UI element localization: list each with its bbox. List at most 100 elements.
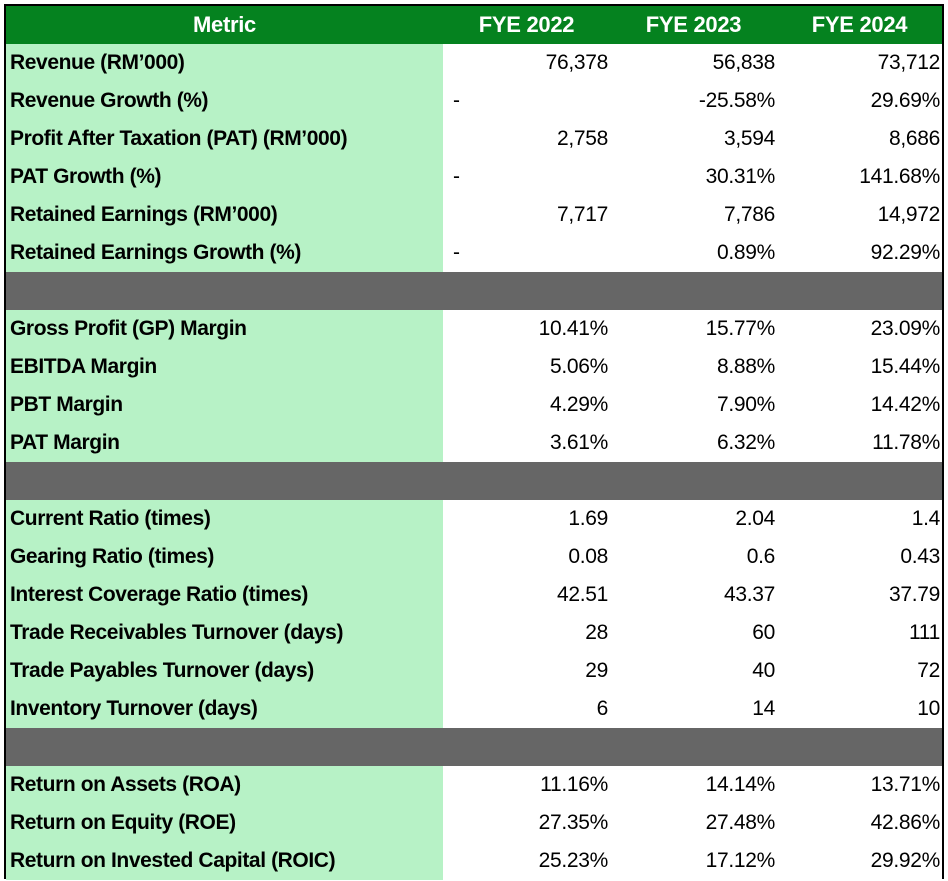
financial-metrics-table-container: Metric FYE 2022 FYE 2023 FYE 2024 Revenu… bbox=[4, 4, 944, 880]
metric-label: Trade Receivables Turnover (days) bbox=[6, 614, 443, 652]
value-cell-fye-2024: 14.42% bbox=[777, 386, 942, 424]
metric-label: Interest Coverage Ratio (times) bbox=[6, 576, 443, 614]
table-row: Retained Earnings Growth (%) -0.89% 92.29% bbox=[6, 234, 942, 272]
table-row: Return on Invested Capital (ROIC) 25.23% 1… bbox=[6, 842, 942, 880]
value-cell-fye-2023: 8.88% bbox=[610, 348, 777, 386]
value-cell-fye-2024: 29.69% bbox=[777, 82, 942, 120]
financial-metrics-table: Metric FYE 2022 FYE 2023 FYE 2024 Revenu… bbox=[6, 6, 942, 880]
value-cell-fye-2023: 15.77% bbox=[610, 310, 777, 348]
metric-label: Current Ratio (times) bbox=[6, 500, 443, 538]
value-cell-fye-2024: 15.44% bbox=[777, 348, 942, 386]
value-cell-fye-2024: 1.4 bbox=[777, 500, 942, 538]
value-cell-fye-2024: 29.92% bbox=[777, 842, 942, 880]
value-cell-fye-2022: 28 bbox=[443, 614, 610, 652]
table-row: Gearing Ratio (times) 0.08 0.6 0.43 bbox=[6, 538, 942, 576]
value-cell-fye-2022: 4.29% bbox=[443, 386, 610, 424]
value-cell-fye-2022: - bbox=[443, 234, 610, 272]
value-cell-fye-2023: 0.6 bbox=[610, 538, 777, 576]
value-cell-fye-2024: 11.78% bbox=[777, 424, 942, 462]
value-cell-fye-2024: 141.68% bbox=[777, 158, 942, 196]
metric-label: Revenue Growth (%) bbox=[6, 82, 443, 120]
metric-label: Inventory Turnover (days) bbox=[6, 690, 443, 728]
value-cell-fye-2024: 8,686 bbox=[777, 120, 942, 158]
value-cell-fye-2024: 37.79 bbox=[777, 576, 942, 614]
value-cell-fye-2022: 42.51 bbox=[443, 576, 610, 614]
section-separator bbox=[6, 462, 942, 500]
value-cell-fye-2022: 7,717 bbox=[443, 196, 610, 234]
value-cell-fye-2022: - bbox=[443, 158, 610, 196]
value-cell-fye-2022: 3.61% bbox=[443, 424, 610, 462]
metric-label: Return on Equity (ROE) bbox=[6, 804, 443, 842]
value-cell-fye-2022: - bbox=[443, 82, 610, 120]
table-row: Gross Profit (GP) Margin 10.41% 15.77% 23.0… bbox=[6, 310, 942, 348]
value-cell-fye-2023: 27.48% bbox=[610, 804, 777, 842]
value-cell-fye-2022: 1.69 bbox=[443, 500, 610, 538]
header-fye-2023: FYE 2023 bbox=[610, 6, 777, 44]
metric-label: PAT Margin bbox=[6, 424, 443, 462]
value-cell-fye-2023: 14.14% bbox=[610, 766, 777, 804]
table-row: Return on Equity (ROE) 27.35% 27.48% 42.86% bbox=[6, 804, 942, 842]
table-row: Revenue (RM’000) 76,378 56,838 73,712 bbox=[6, 44, 942, 82]
metric-label: Gross Profit (GP) Margin bbox=[6, 310, 443, 348]
value-cell-fye-2023: 3,594 bbox=[610, 120, 777, 158]
table-row: Interest Coverage Ratio (times) 42.51 43.3… bbox=[6, 576, 942, 614]
section-separator bbox=[6, 272, 942, 310]
value-cell-fye-2023: 43.37 bbox=[610, 576, 777, 614]
value-cell-fye-2023: 0.89% bbox=[610, 234, 777, 272]
table-row: Current Ratio (times) 1.69 2.04 1.4 bbox=[6, 500, 942, 538]
metric-label: Gearing Ratio (times) bbox=[6, 538, 443, 576]
table-row: EBITDA Margin 5.06% 8.88% 15.44% bbox=[6, 348, 942, 386]
metric-label: Retained Earnings Growth (%) bbox=[6, 234, 443, 272]
value-cell-fye-2023: 7,786 bbox=[610, 196, 777, 234]
value-cell-fye-2024: 23.09% bbox=[777, 310, 942, 348]
table-row: PAT Margin 3.61% 6.32% 11.78% bbox=[6, 424, 942, 462]
metric-label: Retained Earnings (RM’000) bbox=[6, 196, 443, 234]
value-cell-fye-2022: 27.35% bbox=[443, 804, 610, 842]
value-cell-fye-2022: 5.06% bbox=[443, 348, 610, 386]
value-cell-fye-2024: 13.71% bbox=[777, 766, 942, 804]
metric-label: Profit After Taxation (PAT) (RM’000) bbox=[6, 120, 443, 158]
value-cell-fye-2024: 0.43 bbox=[777, 538, 942, 576]
value-cell-fye-2023: 60 bbox=[610, 614, 777, 652]
table-row: Retained Earnings (RM’000) 7,717 7,786 14,9… bbox=[6, 196, 942, 234]
table-body: Revenue (RM’000) 76,378 56,838 73,712 Revenu… bbox=[6, 44, 942, 880]
value-cell-fye-2023: -25.58% bbox=[610, 82, 777, 120]
table-row: Return on Assets (ROA) 11.16% 14.14% 13.71% bbox=[6, 766, 942, 804]
header-fye-2022: FYE 2022 bbox=[443, 6, 610, 44]
value-cell-fye-2023: 40 bbox=[610, 652, 777, 690]
value-cell-fye-2023: 30.31% bbox=[610, 158, 777, 196]
value-cell-fye-2024: 72 bbox=[777, 652, 942, 690]
table-row: Inventory Turnover (days) 6 14 10 bbox=[6, 690, 942, 728]
table-row: Profit After Taxation (PAT) (RM’000) 2,75… bbox=[6, 120, 942, 158]
value-cell-fye-2023: 2.04 bbox=[610, 500, 777, 538]
value-cell-fye-2024: 14,972 bbox=[777, 196, 942, 234]
table-row: Trade Receivables Turnover (days) 28 60 111 bbox=[6, 614, 942, 652]
value-cell-fye-2024: 42.86% bbox=[777, 804, 942, 842]
metric-label: EBITDA Margin bbox=[6, 348, 443, 386]
value-cell-fye-2022: 76,378 bbox=[443, 44, 610, 82]
value-cell-fye-2022: 10.41% bbox=[443, 310, 610, 348]
value-cell-fye-2022: 25.23% bbox=[443, 842, 610, 880]
value-cell-fye-2022: 11.16% bbox=[443, 766, 610, 804]
metric-label: Trade Payables Turnover (days) bbox=[6, 652, 443, 690]
section-separator bbox=[6, 728, 942, 766]
metric-label: PBT Margin bbox=[6, 386, 443, 424]
value-cell-fye-2024: 10 bbox=[777, 690, 942, 728]
metric-label: Return on Invested Capital (ROIC) bbox=[6, 842, 443, 880]
metric-label: Return on Assets (ROA) bbox=[6, 766, 443, 804]
header-fye-2024: FYE 2024 bbox=[777, 6, 942, 44]
value-cell-fye-2022: 6 bbox=[443, 690, 610, 728]
value-cell-fye-2023: 14 bbox=[610, 690, 777, 728]
value-cell-fye-2024: 73,712 bbox=[777, 44, 942, 82]
separator-cell bbox=[6, 462, 942, 500]
separator-cell bbox=[6, 272, 942, 310]
value-cell-fye-2023: 6.32% bbox=[610, 424, 777, 462]
header-metric: Metric bbox=[6, 6, 443, 44]
value-cell-fye-2024: 111 bbox=[777, 614, 942, 652]
value-cell-fye-2022: 29 bbox=[443, 652, 610, 690]
value-cell-fye-2023: 7.90% bbox=[610, 386, 777, 424]
table-row: Revenue Growth (%) - -25.58% 29.69% bbox=[6, 82, 942, 120]
value-cell-fye-2022: 2,758 bbox=[443, 120, 610, 158]
value-cell-fye-2023: 56,838 bbox=[610, 44, 777, 82]
table-row: PAT Growth (%) -30.31% 141.68% bbox=[6, 158, 942, 196]
